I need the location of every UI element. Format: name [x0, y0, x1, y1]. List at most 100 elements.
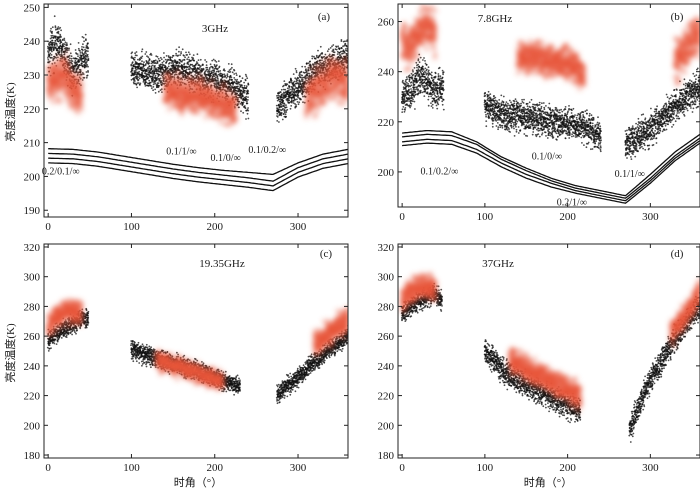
data-point	[208, 70, 211, 73]
data-point	[419, 56, 422, 59]
data-point	[288, 87, 291, 89]
data-point	[167, 107, 172, 112]
data-point	[150, 54, 153, 56]
data-point	[224, 93, 229, 98]
data-point	[430, 86, 433, 89]
data-point	[178, 61, 181, 64]
series-observed	[400, 53, 700, 161]
data-point	[426, 87, 429, 90]
data-point	[54, 25, 57, 28]
data-point	[195, 76, 198, 79]
data-point	[135, 51, 138, 53]
data-point	[429, 84, 432, 87]
data-point	[159, 56, 162, 59]
data-point	[48, 49, 51, 52]
data-point	[304, 96, 306, 98]
data-point	[81, 51, 84, 54]
data-point	[409, 85, 412, 88]
data-point	[58, 48, 61, 50]
data-point	[401, 91, 404, 93]
data-point	[194, 74, 197, 76]
data-point	[66, 47, 69, 50]
data-point	[132, 57, 135, 59]
data-point	[417, 69, 420, 72]
data-point	[403, 110, 406, 113]
data-point	[230, 88, 233, 91]
data-point	[427, 104, 430, 107]
data-point	[485, 120, 488, 122]
data-point	[148, 79, 151, 82]
data-point	[55, 28, 57, 31]
data-point	[217, 80, 220, 82]
data-point	[285, 95, 287, 97]
data-point	[306, 82, 311, 87]
data-point	[408, 100, 410, 102]
data-point	[160, 84, 163, 87]
data-point	[309, 109, 314, 114]
data-point	[63, 45, 65, 48]
data-point	[187, 56, 190, 59]
data-point	[87, 71, 89, 73]
data-point	[240, 89, 243, 92]
data-point	[433, 88, 435, 90]
data-point	[245, 87, 248, 90]
data-point	[55, 42, 58, 45]
data-point	[299, 91, 302, 93]
data-point	[435, 96, 438, 98]
data-point	[153, 68, 156, 70]
data-point	[68, 49, 70, 51]
data-point	[333, 86, 338, 91]
data-point	[281, 93, 284, 95]
data-point	[139, 84, 141, 86]
data-point	[72, 72, 76, 77]
data-point	[66, 65, 71, 70]
data-point	[316, 60, 319, 63]
data-point	[407, 90, 410, 92]
data-point	[484, 111, 487, 114]
data-point	[233, 73, 236, 75]
data-point	[50, 99, 55, 104]
data-point	[236, 92, 239, 95]
data-point	[283, 105, 286, 107]
data-point	[283, 80, 286, 82]
data-point	[246, 100, 248, 103]
data-point	[317, 62, 322, 67]
data-point	[206, 68, 209, 71]
data-point	[408, 94, 411, 97]
data-point	[427, 66, 430, 69]
data-point	[170, 62, 173, 64]
data-point	[423, 73, 425, 76]
data-point	[288, 81, 291, 84]
data-point	[342, 49, 345, 52]
data-point	[282, 99, 285, 102]
data-point	[421, 91, 424, 94]
data-point	[246, 102, 249, 105]
data-point	[284, 88, 287, 91]
data-point	[404, 80, 407, 83]
data-point	[152, 83, 155, 86]
data-point	[242, 111, 245, 114]
data-point	[415, 74, 418, 76]
data-point	[78, 58, 80, 61]
data-point	[243, 84, 246, 87]
data-point	[52, 59, 54, 62]
data-point	[440, 83, 442, 86]
data-point	[140, 50, 143, 53]
data-point	[283, 108, 286, 111]
data-point	[282, 84, 285, 87]
data-point	[483, 93, 486, 95]
data-point	[79, 82, 84, 87]
data-point	[427, 95, 430, 98]
data-point	[407, 93, 410, 96]
data-point	[81, 46, 83, 48]
data-point	[206, 83, 211, 88]
model-curve	[48, 162, 348, 192]
y-tick-label: 250	[24, 2, 41, 14]
data-point	[277, 96, 280, 99]
data-point	[301, 65, 304, 68]
data-point	[307, 62, 310, 65]
data-point	[143, 61, 145, 63]
data-point	[140, 57, 143, 59]
data-point	[163, 56, 166, 59]
data-point	[145, 81, 148, 84]
